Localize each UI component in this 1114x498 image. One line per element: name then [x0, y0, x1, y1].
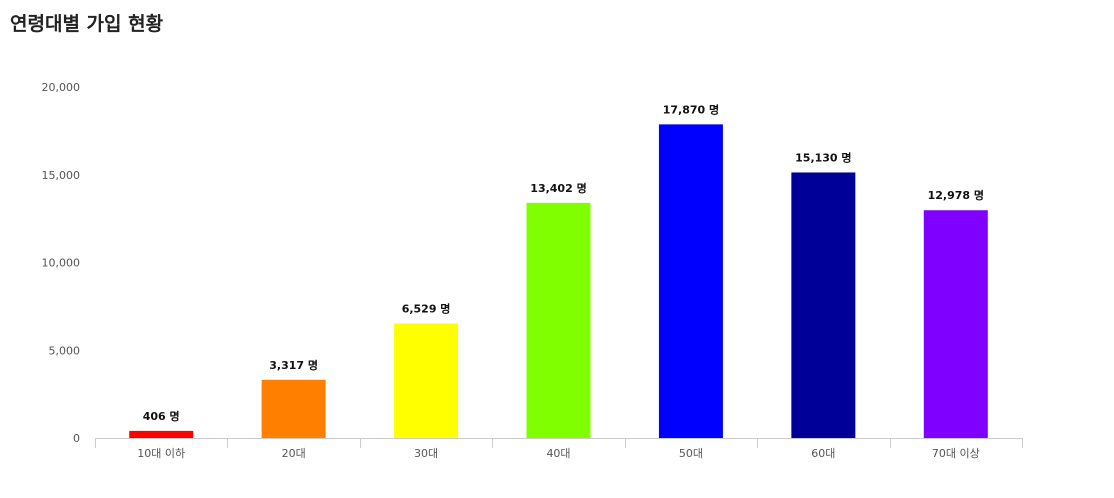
bar[interactable]: [394, 323, 459, 438]
bar[interactable]: [526, 202, 591, 438]
y-tick-label: 15,000: [42, 169, 81, 182]
bar[interactable]: [129, 430, 194, 438]
data-label: 15,130 명: [795, 150, 851, 164]
y-tick-label: 20,000: [42, 81, 81, 94]
bar[interactable]: [261, 379, 326, 438]
x-tick-label: 30대: [414, 447, 438, 460]
y-tick-label: 10,000: [42, 257, 81, 270]
data-label: 13,402 명: [530, 181, 586, 195]
x-tick-label: 10대 이하: [137, 446, 185, 460]
data-label: 12,978 명: [928, 188, 984, 202]
x-tick-label: 50대: [679, 447, 703, 460]
x-tick-label: 70대 이상: [932, 447, 980, 460]
y-tick-label: 5,000: [49, 344, 81, 357]
data-label: 6,529 명: [402, 301, 451, 315]
x-tick-label: 60대: [811, 447, 835, 460]
bars: [129, 124, 988, 438]
bar[interactable]: [658, 124, 723, 438]
x-axis: 10대 이하 20대 30대 40대 50대 60대 70대 이상: [95, 438, 1023, 460]
data-label: 17,870 명: [663, 102, 719, 116]
x-tick-label: 40대: [546, 447, 570, 460]
data-label: 3,317 명: [269, 358, 318, 372]
y-tick-label: 0: [73, 432, 80, 445]
data-labels: 406 명 3,317 명 6,529 명 13,402 명 17,870 명 15,13…: [143, 102, 984, 422]
page-title: 연령대별 가입 현황: [10, 13, 164, 35]
x-tick-label: 20대: [282, 447, 306, 460]
y-axis: 0 5,000 10,000 15,000 20,000: [42, 81, 81, 445]
bar[interactable]: [791, 172, 856, 438]
bar[interactable]: [923, 210, 988, 438]
data-label: 406 명: [143, 409, 180, 423]
